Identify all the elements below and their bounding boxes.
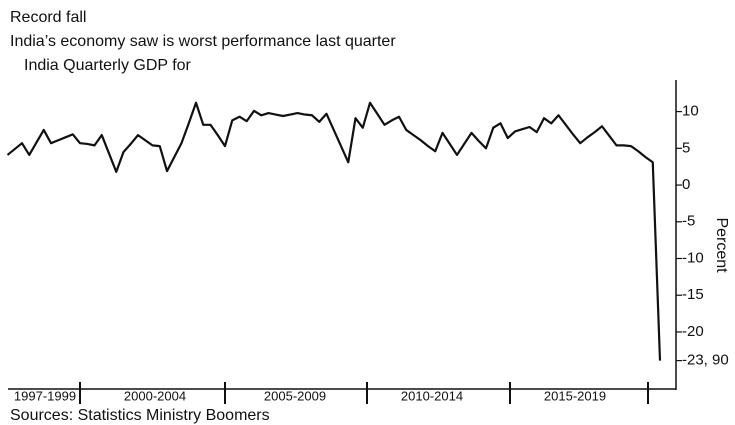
period-label: 2005-2009	[264, 388, 326, 403]
period-label: 2015-2019	[544, 388, 606, 403]
data-line	[6, 101, 662, 361]
chart-subtitle: India’s economy saw is worst performance…	[10, 33, 396, 50]
series-title: India Quarterly GDP for	[24, 57, 192, 74]
y-tick-label: -23, 90	[682, 352, 729, 369]
period-label: 1997-1999	[14, 388, 76, 403]
y-tick-label: -15	[682, 286, 704, 303]
y-tick-label: -10	[682, 249, 704, 266]
source: Sources: Statistics Ministry Boomers	[10, 407, 270, 424]
period-label: 2010-2014	[401, 388, 463, 403]
y-tick-label: 5	[682, 139, 690, 156]
y-tick-label: 0	[682, 176, 690, 193]
y-tick-label: -20	[682, 323, 704, 340]
y-tick-label: 10	[682, 103, 699, 120]
y-tick-label: -5	[682, 213, 695, 230]
y-axis-label: Percent	[713, 217, 730, 273]
chart-title: Record fall	[10, 9, 86, 26]
period-label: 2000-2004	[124, 388, 186, 403]
